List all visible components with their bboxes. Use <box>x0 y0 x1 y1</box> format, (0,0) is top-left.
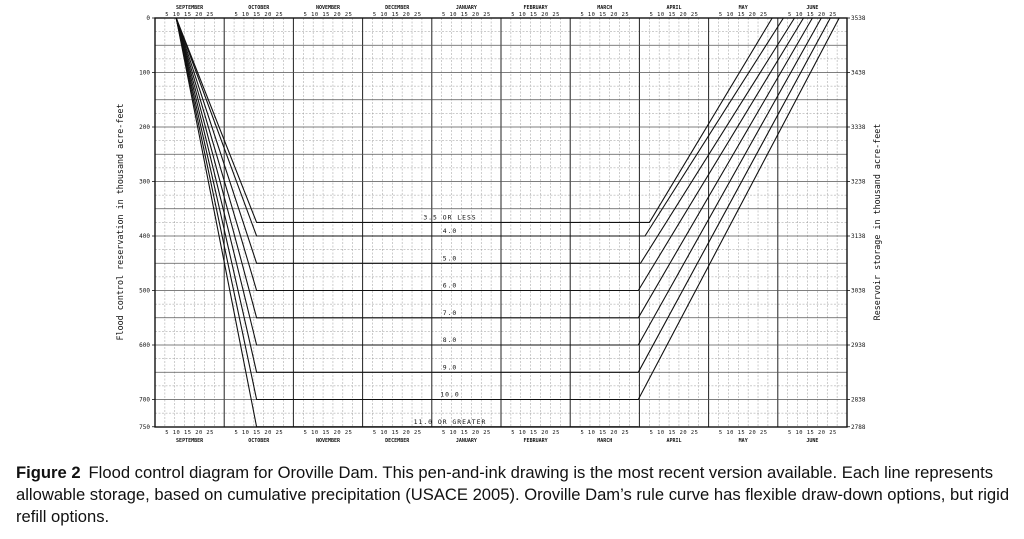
rule-curve-label: 4.0 <box>443 227 458 235</box>
day-ticks-bottom: 5 10 15 20 25 <box>373 430 422 436</box>
right-tick-label: 3338 <box>851 124 866 131</box>
rule-curve-label: 8.0 <box>443 336 458 344</box>
right-tick-label: 3038 <box>851 288 866 295</box>
left-tick-label: 100 <box>139 70 150 77</box>
day-ticks-top: 5 10 15 20 25 <box>719 12 768 18</box>
month-label-top: OCTOBER <box>248 5 270 11</box>
left-tick-label: 300 <box>139 179 150 186</box>
month-label-bottom: OCTOBER <box>248 438 270 444</box>
month-label-top: JUNE <box>806 5 818 11</box>
day-ticks-bottom: 5 10 15 20 25 <box>165 430 214 436</box>
rule-curve <box>175 17 831 373</box>
right-tick-label: 2938 <box>851 342 866 349</box>
month-label-top: DECEMBER <box>385 5 410 11</box>
right-tick-label: 3138 <box>851 233 866 240</box>
rule-curve-label: 9.0 <box>443 363 458 371</box>
month-label-bottom: JUNE <box>806 438 818 444</box>
rule-curve <box>175 17 773 223</box>
day-ticks-top: 5 10 15 20 25 <box>580 12 629 18</box>
right-tick-label: 2788 <box>851 424 866 431</box>
day-ticks-bottom: 5 10 15 20 25 <box>788 430 837 436</box>
rule-curve <box>175 17 840 401</box>
month-label-top: JANUARY <box>456 5 477 11</box>
rule-curve <box>175 17 822 346</box>
rule-curve <box>175 17 813 319</box>
right-tick-label: 3238 <box>851 179 866 186</box>
caption-label: Figure 2 <box>16 463 81 482</box>
left-tick-label: 600 <box>139 342 150 349</box>
day-ticks-bottom: 5 10 15 20 25 <box>442 430 491 436</box>
day-ticks-top: 5 10 15 20 25 <box>234 12 283 18</box>
right-axis-title: Reservoir storage in thousand acre-feet <box>872 124 882 321</box>
day-ticks-top: 5 10 15 20 25 <box>650 12 699 18</box>
month-label-top: FEBRUARY <box>524 5 548 11</box>
rule-curve-label: 3.5 OR LESS <box>423 213 476 221</box>
right-tick-label: 3438 <box>851 70 866 77</box>
month-label-bottom: JANUARY <box>456 438 477 444</box>
day-ticks-top: 5 10 15 20 25 <box>788 12 837 18</box>
day-ticks-top: 5 10 15 20 25 <box>511 12 560 18</box>
day-ticks-bottom: 5 10 15 20 25 <box>580 430 629 436</box>
caption-text: Flood control diagram for Oroville Dam. … <box>16 463 1010 526</box>
rule-curve-label: 7.0 <box>443 309 458 317</box>
rule-curve <box>175 17 804 292</box>
plot-frame <box>154 17 848 428</box>
left-tick-label: 0 <box>146 15 150 22</box>
left-tick-label: 400 <box>139 233 150 240</box>
month-label-bottom: FEBRUARY <box>524 438 548 444</box>
day-ticks-bottom: 5 10 15 20 25 <box>650 430 699 436</box>
month-label-bottom: MARCH <box>597 438 612 444</box>
month-label-top: APRIL <box>666 5 681 11</box>
day-ticks-bottom: 5 10 15 20 25 <box>304 430 353 436</box>
month-label-bottom: APRIL <box>666 438 681 444</box>
left-tick-label: 500 <box>139 288 150 295</box>
month-label-bottom: SEPTEMBER <box>176 438 204 444</box>
month-label-bottom: DECEMBER <box>385 438 410 444</box>
day-ticks-bottom: 5 10 15 20 25 <box>511 430 560 436</box>
rule-curve-label: 11.0 OR GREATER <box>414 418 487 426</box>
figure-caption: Figure 2 Flood control diagram for Orovil… <box>16 462 1012 528</box>
month-label-top: MAY <box>739 5 748 11</box>
right-tick-label: 3538 <box>851 15 866 22</box>
day-ticks-top: 5 10 15 20 25 <box>165 12 214 18</box>
rule-curve <box>175 17 784 237</box>
left-tick-label: 700 <box>139 397 150 404</box>
rule-curve-label: 6.0 <box>443 282 458 290</box>
month-label-bottom: NOVEMBER <box>316 438 341 444</box>
left-tick-label: 750 <box>139 424 150 431</box>
day-ticks-top: 5 10 15 20 25 <box>304 12 353 18</box>
rule-curve-label: 10.0 <box>440 391 459 399</box>
rule-curve-label: 5.0 <box>443 254 458 262</box>
month-label-top: MARCH <box>597 5 612 11</box>
month-label-top: SEPTEMBER <box>176 5 204 11</box>
left-tick-label: 200 <box>139 124 150 131</box>
left-axis-title: Flood control reservation in thousand ac… <box>115 104 125 341</box>
month-label-bottom: MAY <box>739 438 748 444</box>
day-ticks-top: 5 10 15 20 25 <box>442 12 491 18</box>
day-ticks-bottom: 5 10 15 20 25 <box>234 430 283 436</box>
day-ticks-top: 5 10 15 20 25 <box>373 12 422 18</box>
day-ticks-bottom: 5 10 15 20 25 <box>719 430 768 436</box>
month-label-top: NOVEMBER <box>316 5 341 11</box>
right-tick-label: 2838 <box>851 397 866 404</box>
rule-curve <box>175 17 795 264</box>
